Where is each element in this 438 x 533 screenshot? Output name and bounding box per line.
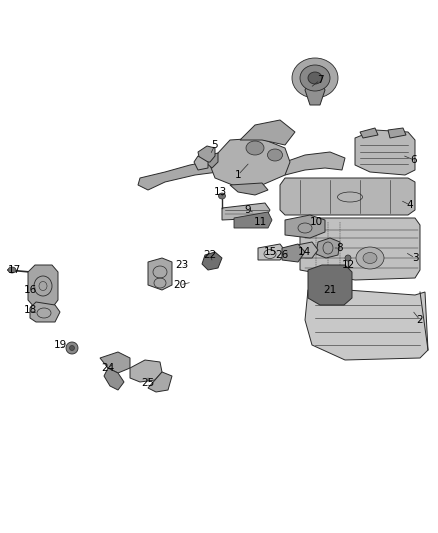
Polygon shape bbox=[222, 203, 270, 220]
Polygon shape bbox=[205, 153, 218, 168]
Text: 3: 3 bbox=[412, 253, 418, 263]
Polygon shape bbox=[30, 302, 60, 322]
Ellipse shape bbox=[70, 345, 74, 351]
Polygon shape bbox=[148, 372, 172, 392]
Ellipse shape bbox=[292, 58, 338, 98]
Polygon shape bbox=[280, 178, 415, 215]
Polygon shape bbox=[258, 244, 286, 260]
Polygon shape bbox=[388, 128, 406, 138]
Polygon shape bbox=[28, 265, 58, 308]
Polygon shape bbox=[100, 352, 130, 373]
Text: 6: 6 bbox=[411, 155, 417, 165]
Text: 17: 17 bbox=[7, 265, 21, 275]
Polygon shape bbox=[285, 215, 325, 238]
Text: 8: 8 bbox=[337, 243, 343, 253]
Polygon shape bbox=[194, 156, 208, 170]
Text: 13: 13 bbox=[213, 187, 226, 197]
Polygon shape bbox=[230, 183, 268, 195]
Polygon shape bbox=[355, 130, 415, 175]
Text: 10: 10 bbox=[309, 217, 322, 227]
Polygon shape bbox=[282, 244, 305, 262]
Ellipse shape bbox=[345, 255, 351, 261]
Text: 20: 20 bbox=[173, 280, 187, 290]
Text: 21: 21 bbox=[323, 285, 337, 295]
Text: 26: 26 bbox=[276, 250, 289, 260]
Polygon shape bbox=[285, 152, 345, 175]
Ellipse shape bbox=[8, 267, 16, 273]
Text: 14: 14 bbox=[297, 247, 311, 257]
Text: 25: 25 bbox=[141, 378, 155, 388]
Ellipse shape bbox=[308, 72, 322, 84]
Polygon shape bbox=[292, 242, 318, 258]
Ellipse shape bbox=[219, 193, 226, 199]
Text: 23: 23 bbox=[175, 260, 189, 270]
Ellipse shape bbox=[300, 65, 330, 91]
Polygon shape bbox=[308, 265, 352, 305]
Text: 18: 18 bbox=[23, 305, 37, 315]
Polygon shape bbox=[234, 212, 272, 228]
Polygon shape bbox=[198, 146, 215, 162]
Polygon shape bbox=[138, 160, 218, 190]
Text: 7: 7 bbox=[317, 75, 323, 85]
Polygon shape bbox=[316, 238, 340, 258]
Text: 2: 2 bbox=[417, 315, 423, 325]
Text: 4: 4 bbox=[407, 200, 413, 210]
Polygon shape bbox=[210, 138, 290, 188]
Ellipse shape bbox=[363, 253, 377, 263]
Text: 1: 1 bbox=[235, 170, 241, 180]
Text: 9: 9 bbox=[245, 205, 251, 215]
Polygon shape bbox=[148, 258, 172, 290]
Text: 16: 16 bbox=[23, 285, 37, 295]
Polygon shape bbox=[360, 128, 378, 138]
Text: 24: 24 bbox=[101, 363, 115, 373]
Ellipse shape bbox=[246, 141, 264, 155]
Ellipse shape bbox=[268, 149, 283, 161]
Polygon shape bbox=[300, 218, 420, 280]
Text: 11: 11 bbox=[253, 217, 267, 227]
Ellipse shape bbox=[356, 247, 384, 269]
Polygon shape bbox=[240, 120, 295, 145]
Ellipse shape bbox=[66, 342, 78, 354]
Polygon shape bbox=[202, 252, 222, 270]
Text: 12: 12 bbox=[341, 260, 355, 270]
Polygon shape bbox=[305, 80, 325, 105]
Text: 5: 5 bbox=[212, 140, 218, 150]
Polygon shape bbox=[305, 283, 428, 360]
Text: 22: 22 bbox=[203, 250, 217, 260]
Text: 19: 19 bbox=[53, 340, 67, 350]
Polygon shape bbox=[104, 368, 124, 390]
Polygon shape bbox=[130, 360, 162, 382]
Text: 15: 15 bbox=[263, 247, 277, 257]
